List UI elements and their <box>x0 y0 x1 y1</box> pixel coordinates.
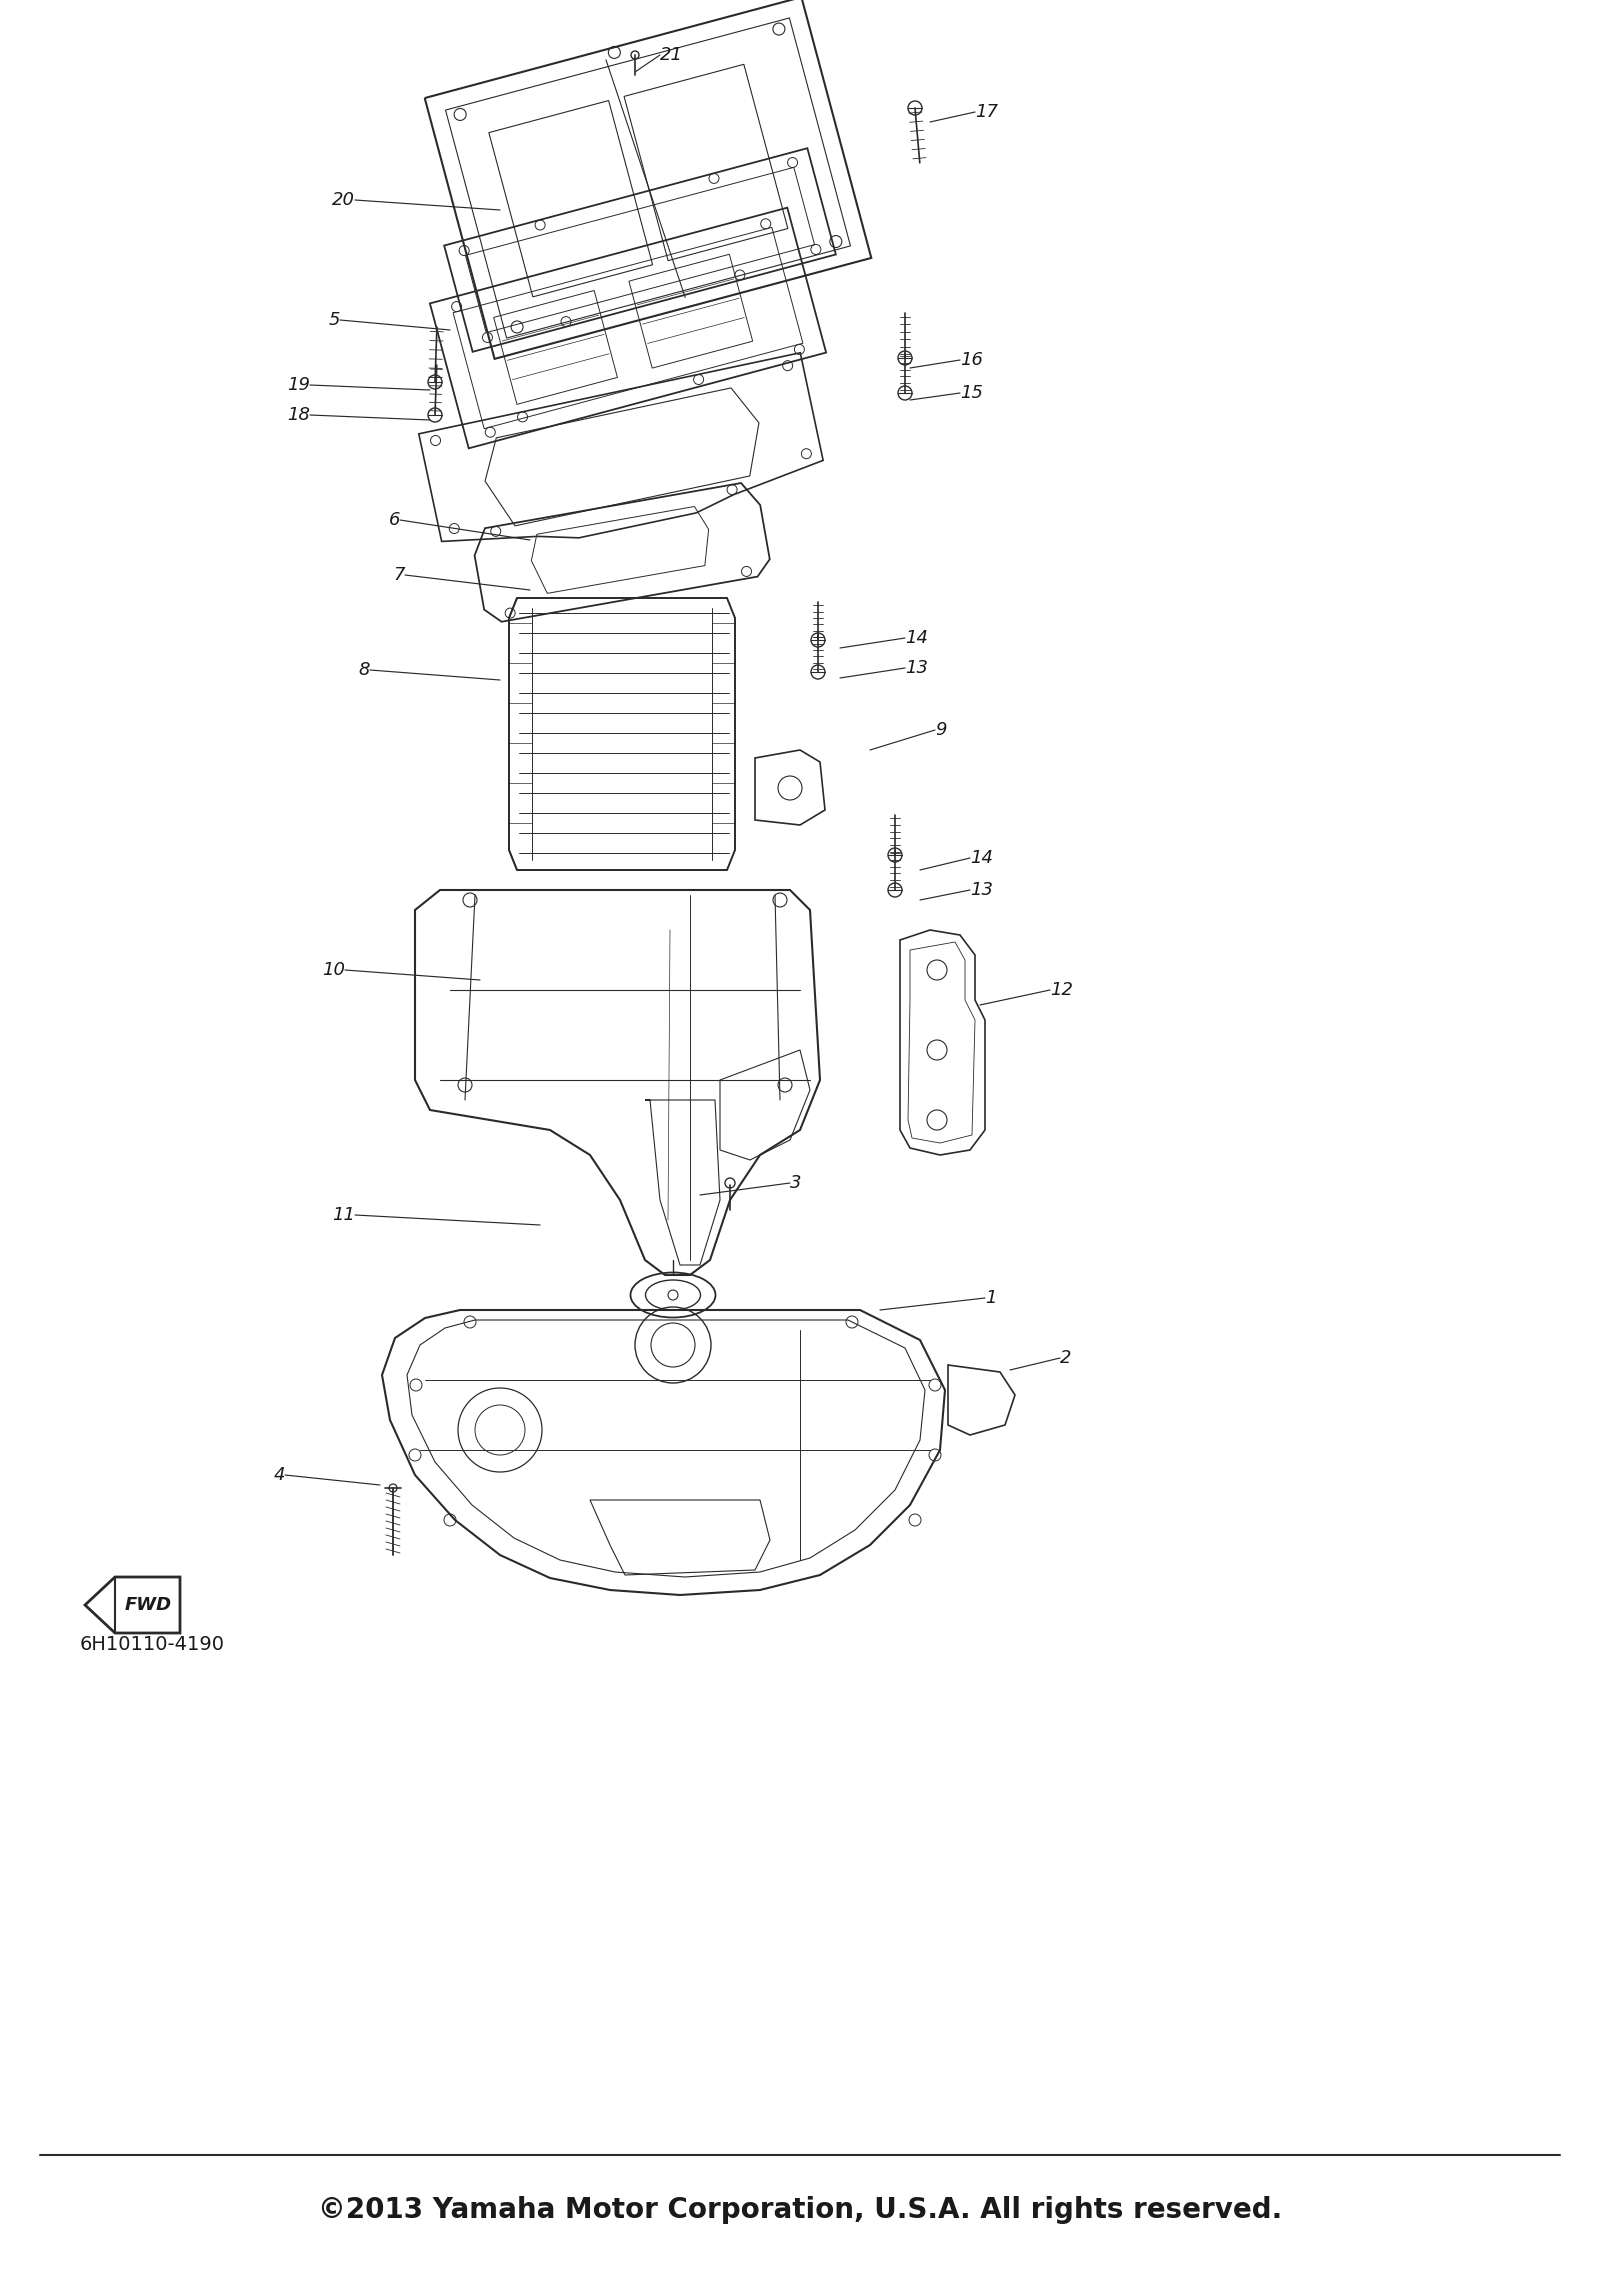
Text: 8: 8 <box>358 660 370 679</box>
Text: 16: 16 <box>960 351 982 369</box>
Text: 7: 7 <box>394 567 405 583</box>
Text: FWD: FWD <box>125 1596 171 1614</box>
Text: 10: 10 <box>322 961 346 979</box>
Text: 6: 6 <box>389 510 400 528</box>
Text: 21: 21 <box>661 46 683 64</box>
Text: 13: 13 <box>906 658 928 676</box>
Text: 4: 4 <box>274 1466 285 1485</box>
Text: 9: 9 <box>934 722 947 740</box>
Text: 13: 13 <box>970 881 994 899</box>
Text: 2: 2 <box>1059 1348 1072 1366</box>
Text: 17: 17 <box>974 102 998 121</box>
Text: 15: 15 <box>960 385 982 403</box>
Text: 3: 3 <box>790 1175 802 1191</box>
Text: 14: 14 <box>970 849 994 868</box>
Text: 1: 1 <box>986 1289 997 1307</box>
Text: ©2013 Yamaha Motor Corporation, U.S.A. All rights reserved.: ©2013 Yamaha Motor Corporation, U.S.A. A… <box>318 2195 1282 2225</box>
Text: 19: 19 <box>286 376 310 394</box>
Text: 5: 5 <box>328 312 339 328</box>
Text: 6H10110-4190: 6H10110-4190 <box>80 1635 226 1655</box>
Text: 20: 20 <box>333 191 355 209</box>
Text: 18: 18 <box>286 405 310 424</box>
Text: 11: 11 <box>333 1207 355 1225</box>
Text: 14: 14 <box>906 628 928 647</box>
Text: 12: 12 <box>1050 981 1074 1000</box>
